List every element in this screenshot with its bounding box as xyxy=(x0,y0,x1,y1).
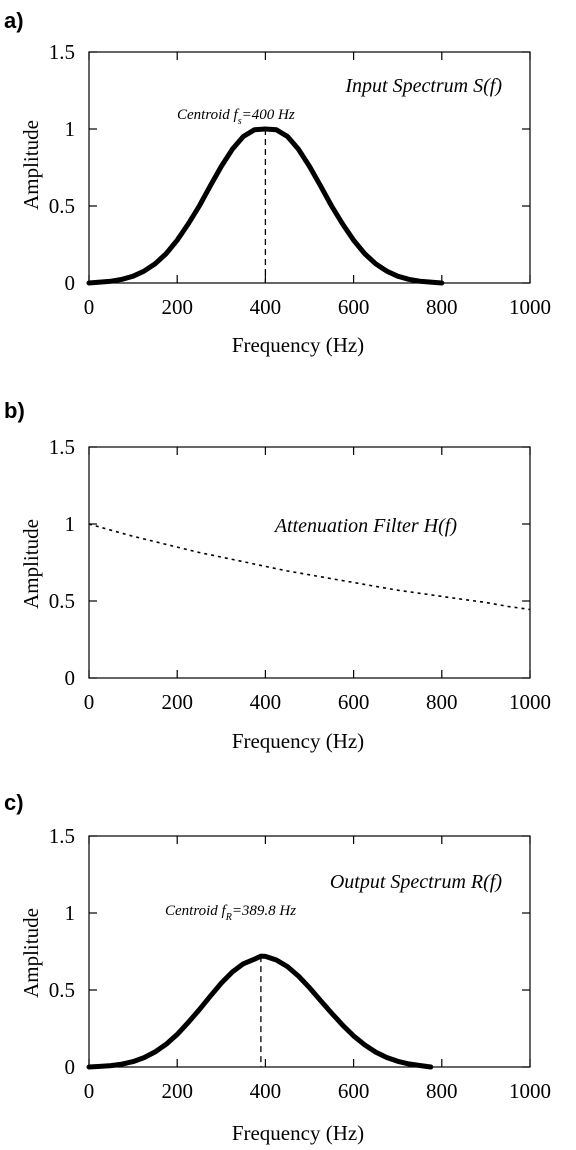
series-group xyxy=(88,523,531,611)
x-axis-title: Frequency (Hz) xyxy=(232,333,364,357)
series-group xyxy=(86,953,434,1070)
tick-labels: 0 200 400 600 800 1000 0 0.5 1 1.5 xyxy=(49,40,551,319)
x-tick-label: 600 xyxy=(338,1079,370,1103)
panel-label: a) xyxy=(4,8,24,33)
x-tick-label: 200 xyxy=(161,295,193,319)
x-axis-title: Frequency (Hz) xyxy=(232,1121,364,1145)
x-tick-label: 600 xyxy=(338,690,370,714)
centroid-label: Centroid fs=400 Hz xyxy=(177,107,295,127)
y-tick-label: 0.5 xyxy=(49,194,75,218)
y-axis-title: Amplitude xyxy=(19,120,43,210)
centroid-annotation: Centroid fR=389.8 Hz xyxy=(165,903,296,1067)
x-tick-label: 1000 xyxy=(509,690,551,714)
x-tick-label: 400 xyxy=(250,690,282,714)
plot-frame xyxy=(88,835,531,1068)
y-tick-label: 1.5 xyxy=(49,435,75,459)
plot-frame xyxy=(88,446,531,679)
y-tick-label: 1 xyxy=(65,117,76,141)
ticks xyxy=(88,446,531,679)
panel-label: c) xyxy=(4,790,24,815)
tick-labels: 0 200 400 600 800 1000 0 0.5 1 1.5 xyxy=(49,824,551,1103)
y-tick-label: 0.5 xyxy=(49,589,75,613)
y-tick-label: 0.5 xyxy=(49,978,75,1002)
x-tick-label: 800 xyxy=(426,690,458,714)
y-axis-title: Amplitude xyxy=(19,908,43,998)
panel-b: b) Amplitude 0 200 400 600 800 1000 0 0.5 1 1.5 A… xyxy=(4,398,551,753)
x-tick-label: 400 xyxy=(250,1079,282,1103)
centroid-label: Centroid fR=389.8 Hz xyxy=(165,903,296,923)
y-tick-label: 1.5 xyxy=(49,40,75,64)
y-tick-label: 1.5 xyxy=(49,824,75,848)
x-tick-label: 800 xyxy=(426,1079,458,1103)
plot-frame xyxy=(88,51,531,284)
panel-a: a) Amplitude 0 200 400 600 800 1000 0 0.5 1 1.5 I… xyxy=(4,8,551,357)
x-tick-label: 400 xyxy=(250,295,282,319)
x-tick-label: 600 xyxy=(338,295,370,319)
x-tick-label: 0 xyxy=(84,1079,95,1103)
x-tick-label: 200 xyxy=(161,1079,193,1103)
x-tick-label: 200 xyxy=(161,690,193,714)
y-tick-label: 0 xyxy=(65,1055,76,1079)
chart-title: Output Spectrum R(f) xyxy=(330,871,503,893)
y-tick-label: 0 xyxy=(65,666,76,690)
x-tick-label: 800 xyxy=(426,295,458,319)
x-tick-label: 0 xyxy=(84,295,95,319)
y-tick-label: 0 xyxy=(65,271,76,295)
x-axis-title: Frequency (Hz) xyxy=(232,729,364,753)
series-line xyxy=(86,953,434,1070)
panel-label: b) xyxy=(4,398,25,423)
y-tick-label: 1 xyxy=(65,901,76,925)
x-tick-label: 1000 xyxy=(509,1079,551,1103)
chart-title: Input Spectrum S(f) xyxy=(344,75,502,97)
y-axis-title: Amplitude xyxy=(19,519,43,609)
y-tick-label: 1 xyxy=(65,512,76,536)
chart-title: Attenuation Filter H(f) xyxy=(273,515,458,537)
series-line xyxy=(88,523,531,611)
tick-labels: 0 200 400 600 800 1000 0 0.5 1 1.5 xyxy=(49,435,551,714)
centroid-annotation: Centroid fs=400 Hz xyxy=(177,107,295,283)
x-tick-label: 1000 xyxy=(509,295,551,319)
panel-c: c) Amplitude 0 200 400 600 800 1000 0 0.5 1 1.5 O… xyxy=(4,790,551,1145)
x-tick-label: 0 xyxy=(84,690,95,714)
